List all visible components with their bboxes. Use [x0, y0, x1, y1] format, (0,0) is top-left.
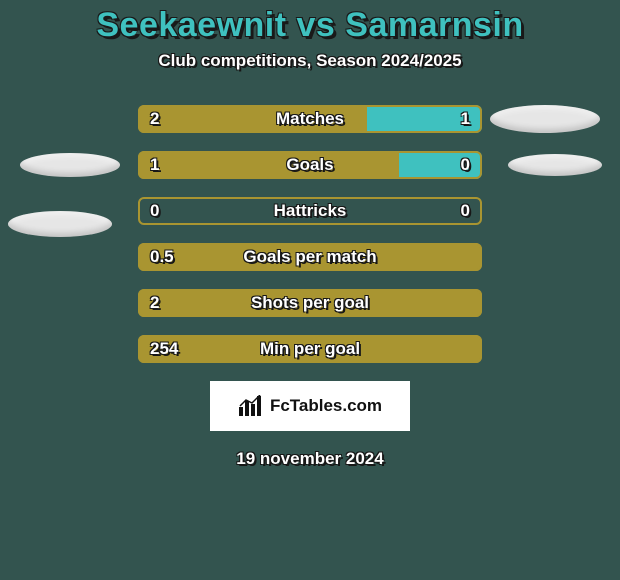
stat-row: 254Min per goal [0, 335, 620, 363]
bar-left [138, 105, 367, 133]
stat-rows: 21Matches 10Goals 0 0Hattricks 0.5Goals per … [0, 105, 620, 363]
value-left: 0 [150, 197, 159, 225]
bar-left [138, 335, 482, 363]
bar-area: 0.5Goals per match [138, 243, 482, 271]
bar-right [367, 105, 482, 133]
bar-left [138, 151, 399, 179]
bars-icon [238, 395, 264, 417]
bar-area: 254Min per goal [138, 335, 482, 363]
date-text: 19 november 2024 [0, 449, 620, 469]
bar-area: 2Shots per goal [138, 289, 482, 317]
bar-area: 21Matches [138, 105, 482, 133]
page-title: Seekaewnit vs Samarnsin [0, 6, 620, 45]
photo-placeholder-ellipse [8, 211, 112, 237]
stat-label: Hattricks [138, 197, 482, 225]
bar-left [138, 289, 482, 317]
value-right: 0 [461, 197, 470, 225]
stat-row: 0.5Goals per match [0, 243, 620, 271]
bar-right [399, 151, 482, 179]
bar-area: 10Goals [138, 151, 482, 179]
bar-area: 0 0Hattricks [138, 197, 482, 225]
footer-badge[interactable]: FcTables.com [210, 381, 410, 431]
photo-placeholder-ellipse [490, 105, 600, 133]
bar-left [138, 243, 482, 271]
subtitle: Club competitions, Season 2024/2025 [0, 51, 620, 71]
comparison-infographic: Seekaewnit vs Samarnsin Club competition… [0, 0, 620, 580]
photo-placeholder-ellipse [508, 154, 602, 176]
stat-row: 2Shots per goal [0, 289, 620, 317]
photo-placeholder-ellipse [20, 153, 120, 177]
bar-outline [138, 197, 482, 225]
footer-text: FcTables.com [270, 396, 382, 416]
